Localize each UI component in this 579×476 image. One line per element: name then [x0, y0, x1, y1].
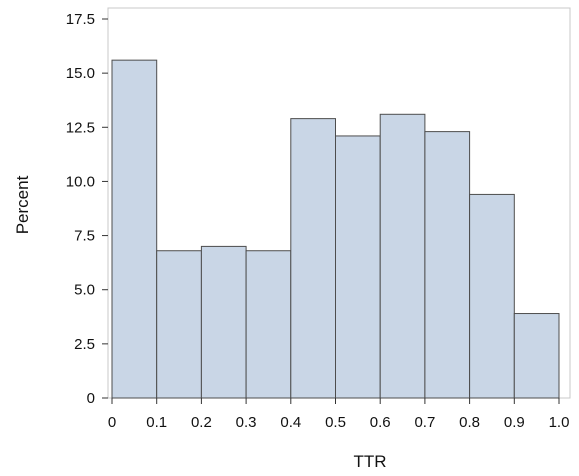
x-tick-label-8: 0.8: [459, 414, 480, 431]
histogram-bar-9: [513, 313, 560, 399]
histogram-bar-2: [200, 245, 247, 399]
x-tick-label-10: 1.0: [549, 414, 570, 431]
x-tick-label-2: 0.2: [191, 414, 212, 431]
histogram-bar-6: [379, 113, 426, 399]
x-tick-label-0: 0: [108, 414, 116, 431]
y-tick-label-5: 12.5: [66, 119, 95, 136]
histogram-bar-0: [111, 59, 158, 399]
y-tick-label-2: 5.0: [74, 282, 95, 299]
histogram-bar-1: [156, 250, 202, 399]
x-tick-label-7: 0.7: [414, 414, 435, 431]
y-axis-title: Percent: [13, 175, 32, 234]
histogram-bar-3: [245, 250, 292, 399]
bars-group: [111, 59, 560, 399]
y-tick-label-4: 10.0: [66, 173, 95, 190]
x-tick-label-6: 0.6: [370, 414, 391, 431]
y-tick-label-7: 17.5: [66, 11, 95, 28]
y-tick-label-6: 15.0: [66, 65, 95, 82]
x-tick-label-4: 0.4: [280, 414, 301, 431]
y-axis-ticks: 0 2.5 5.0 7.5 10.0 12.5 15.0 17.5: [66, 11, 108, 407]
histogram-bar-7: [424, 131, 471, 399]
histogram-bar-8: [469, 193, 515, 399]
y-tick-label-3: 7.5: [74, 228, 95, 245]
x-tick-label-3: 0.3: [236, 414, 257, 431]
x-tick-label-9: 0.9: [504, 414, 525, 431]
y-tick-label-1: 2.5: [74, 336, 95, 353]
histogram-bar-5: [335, 135, 381, 399]
x-axis-ticks: 0 0.1 0.2 0.3 0.4 0.5 0.6 0.7 0.8 0.9 1.0: [108, 398, 570, 431]
histogram-bar-4: [290, 118, 336, 399]
x-tick-label-1: 0.1: [146, 414, 167, 431]
x-axis-title: TTR: [353, 452, 386, 471]
y-tick-label-0: 0: [87, 390, 95, 407]
x-tick-label-5: 0.5: [325, 414, 346, 431]
